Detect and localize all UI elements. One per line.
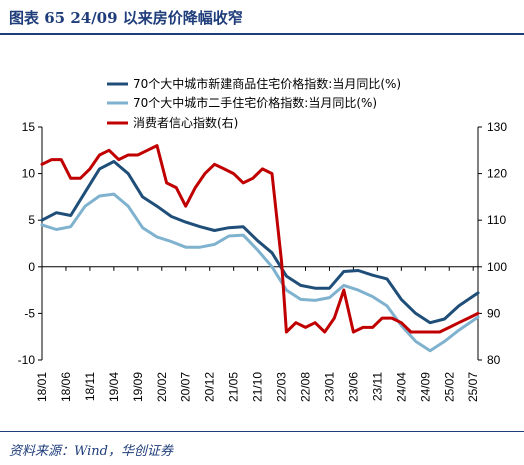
right-tick-label: 110 [487,213,506,227]
x-tick-label: 20/12 [203,372,217,402]
x-tick-label: 23/01 [322,372,336,402]
left-tick-label: 5 [28,213,35,227]
right-tick-label: 120 [487,167,507,181]
left-tick-label: 15 [22,120,36,134]
x-tick-label: 20/02 [155,372,169,402]
x-tick-label: 25/02 [442,372,456,402]
series-line-3 [40,144,480,334]
x-tick-label: 25/07 [466,372,480,402]
left-tick-label: -5 [24,306,35,320]
title-divider [0,33,524,35]
right-tick-label: 100 [487,260,507,274]
x-tick-label: 18/11 [83,372,97,401]
left-tick-label: 0 [28,260,35,274]
right-tick-label: 80 [487,353,501,367]
x-tick-label: 21/10 [251,372,265,402]
legend-label-2: 70个大中城市二手住宅价格指数:当月同比(%) [133,95,377,110]
series-line-2 [40,192,480,353]
series-line-1 [40,160,480,325]
x-tick-label: 19/09 [131,372,145,402]
chart-legend: 70个大中城市新建商品住宅价格指数:当月同比(%) 70个大中城市二手住宅价格指数… [107,76,401,130]
x-tick-label: 20/07 [179,372,193,402]
figure-title: 图表 65 24/09 以来房价降幅收窄 [9,9,243,27]
x-tick-label: 22/03 [275,372,289,402]
x-tick-label: 18/06 [59,372,73,402]
chart-axes: -10 -5 0 5 10 15 80 90 100 110 120 130 18/01 18/06 18/… [18,120,508,402]
right-tick-label: 90 [487,306,501,320]
x-tick-label: 23/06 [346,372,360,402]
legend-label-3: 消费者信心指数(右) [133,115,238,130]
source-divider [0,431,524,432]
source-note: 资料来源：Wind，华创证券 [9,444,173,459]
x-tick-label: 22/08 [299,372,313,402]
x-tick-label: 24/04 [394,372,408,402]
x-tick-label: 23/11 [370,372,384,401]
x-tick-label: 19/04 [107,372,121,402]
x-tick-label: 18/01 [35,372,49,402]
x-tick-label: 21/05 [227,372,241,402]
left-tick-label: 10 [22,167,36,181]
left-tick-label: -10 [18,353,36,367]
x-tick-label: 24/09 [418,372,432,402]
chart-series [40,144,480,353]
legend-label-1: 70个大中城市新建商品住宅价格指数:当月同比(%) [133,76,401,91]
right-tick-label: 130 [487,120,507,134]
